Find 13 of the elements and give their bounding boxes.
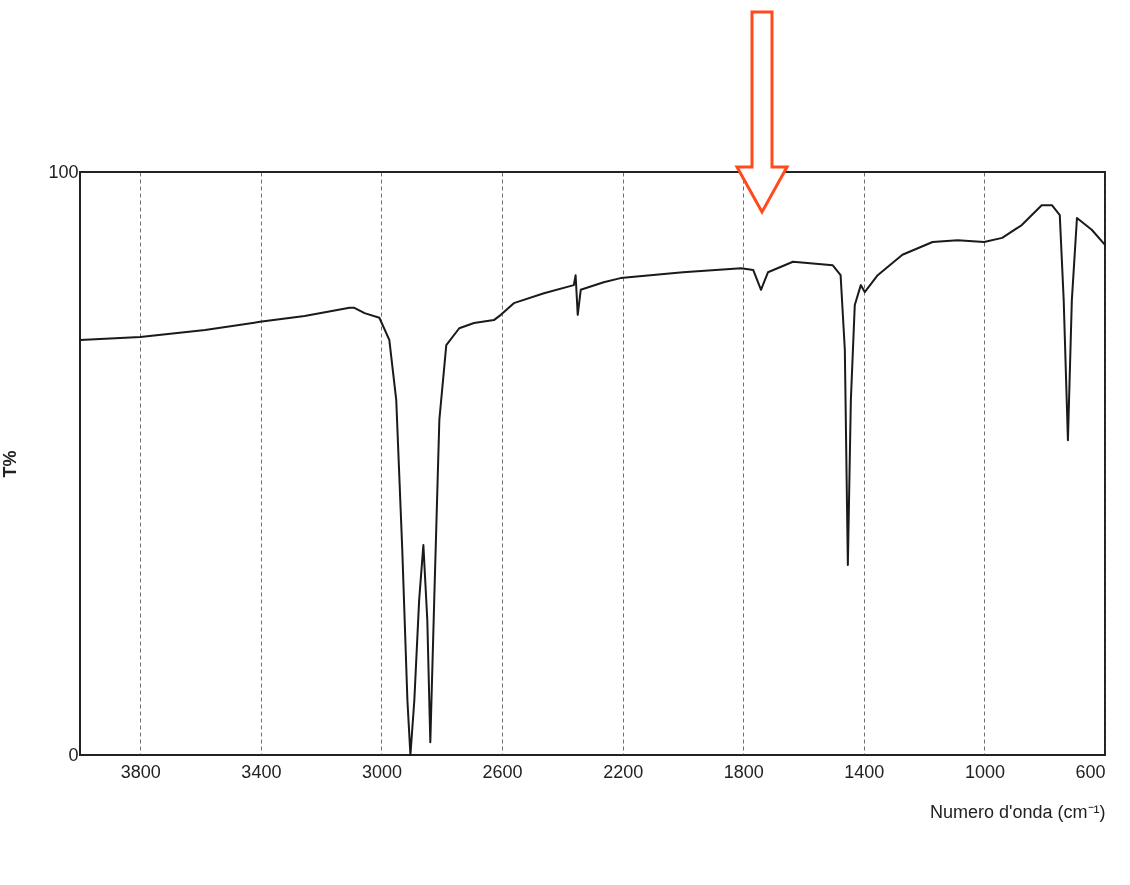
y-tick-label: 100 (48, 161, 79, 182)
x-tick-label: 3400 (241, 761, 282, 782)
x-tick-label: 2200 (603, 761, 644, 782)
x-tick-label: 2600 (482, 761, 523, 782)
x-tick-label: 3000 (361, 761, 402, 782)
x-axis-title: Numero d'onda (cm⁻¹) (930, 801, 1106, 822)
y-axis-title: T% (0, 450, 21, 478)
y-tick-label: 0 (68, 744, 79, 765)
x-tick-label: 1400 (844, 761, 885, 782)
x-tick-label: 1800 (723, 761, 764, 782)
x-tick-label: 3800 (120, 761, 161, 782)
x-tick-label: 1000 (964, 761, 1005, 782)
x-tick-label: 600 (1075, 761, 1106, 782)
